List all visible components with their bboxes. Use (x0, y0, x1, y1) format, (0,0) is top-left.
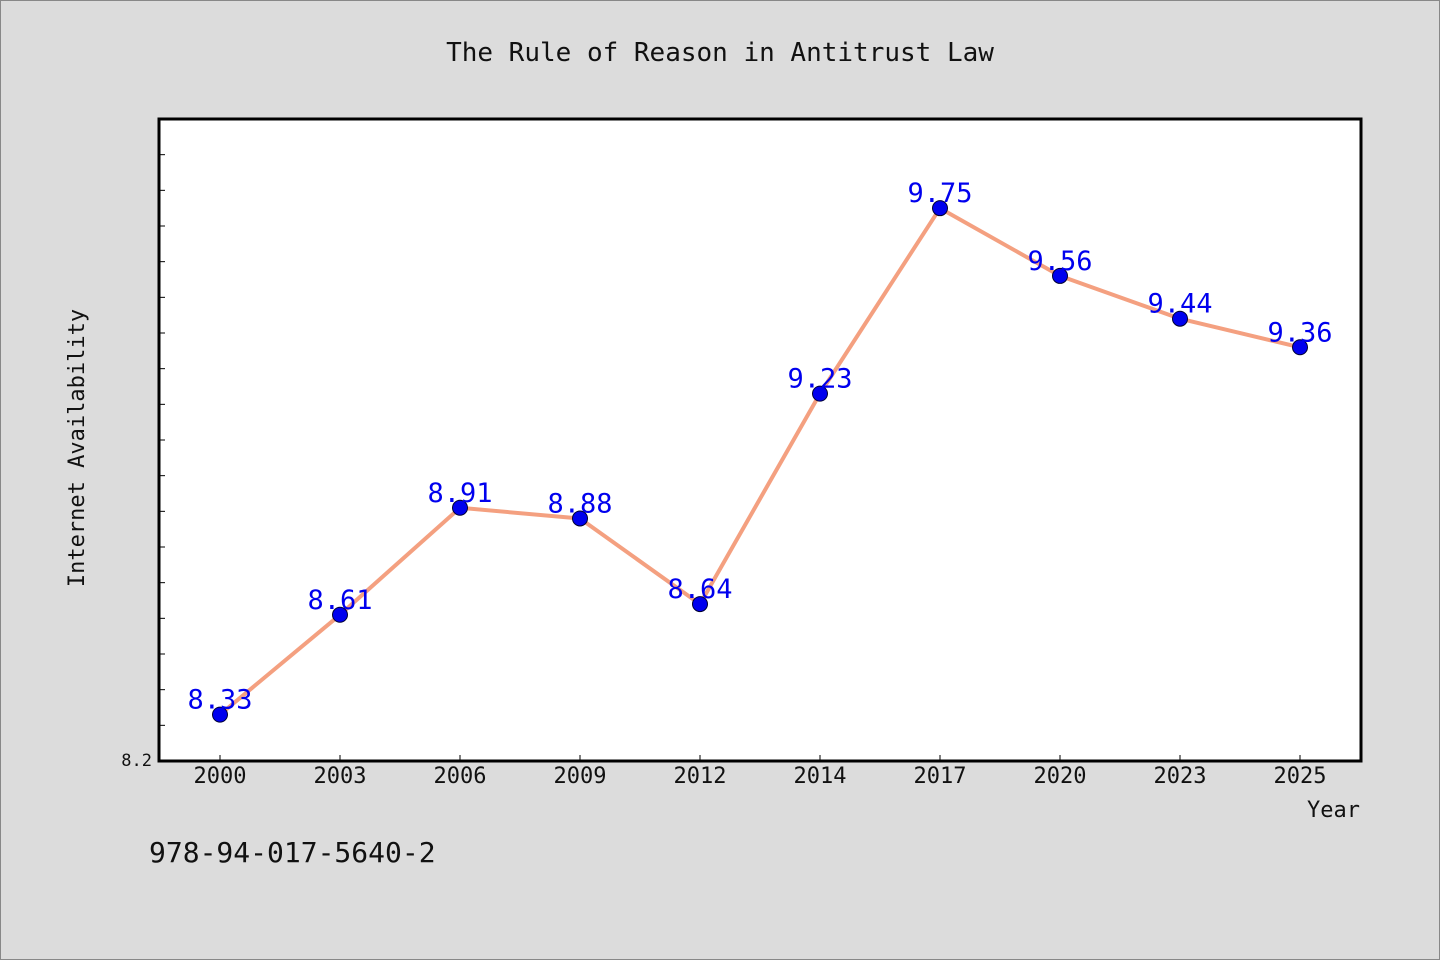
x-axis-label: Year (1307, 798, 1360, 823)
x-tick-label: 2009 (554, 764, 607, 789)
data-label: 8.91 (427, 478, 492, 509)
plot-area (157, 117, 1363, 763)
x-tick-label: 2017 (914, 764, 967, 789)
data-labels: 8.33 8.61 8.91 8.88 8.64 9.23 9.75 9.56 9.44 9.36 (187, 178, 1332, 715)
data-point (1292, 339, 1308, 356)
y-axis-label: Internet Availability (65, 309, 90, 587)
x-tick-label: 2025 (1274, 764, 1327, 789)
data-label: 8.64 (667, 574, 732, 605)
data-point (1172, 310, 1188, 327)
y-axis-ticks (159, 118, 165, 762)
x-tick-label: 2014 (794, 764, 847, 789)
isbn-label: 978-94-017-5640-2 (149, 836, 436, 869)
data-label: 8.88 (547, 488, 612, 519)
y-tick-label: 8.2 (121, 751, 152, 771)
data-label: 8.33 (187, 685, 252, 716)
data-point (572, 510, 588, 527)
data-label: 9.36 (1267, 317, 1332, 348)
x-tick-label: 2023 (1154, 764, 1207, 789)
x-axis-ticks: 2000 2003 2006 2009 2012 2014 2017 2020 2023 2025 (194, 755, 1327, 789)
x-tick-label: 2020 (1034, 764, 1087, 789)
data-label: 8.61 (307, 585, 372, 616)
data-point (332, 606, 348, 623)
x-tick-label: 2000 (194, 764, 247, 789)
series-markers (212, 200, 1308, 723)
data-point (1052, 267, 1068, 284)
data-label: 9.44 (1147, 289, 1212, 320)
data-point (812, 385, 828, 402)
x-tick-label: 2003 (314, 764, 367, 789)
series-line (218, 206, 1302, 717)
x-tick-label: 2006 (434, 764, 487, 789)
x-tick-label: 2012 (674, 764, 727, 789)
data-point (692, 596, 708, 613)
chart-title: The Rule of Reason in Antitrust Law (446, 38, 994, 68)
data-label: 9.23 (787, 364, 852, 395)
data-point (212, 706, 228, 723)
data-point (932, 200, 948, 217)
data-point (452, 499, 468, 516)
data-label: 9.56 (1027, 246, 1092, 277)
data-label: 9.75 (907, 178, 972, 209)
